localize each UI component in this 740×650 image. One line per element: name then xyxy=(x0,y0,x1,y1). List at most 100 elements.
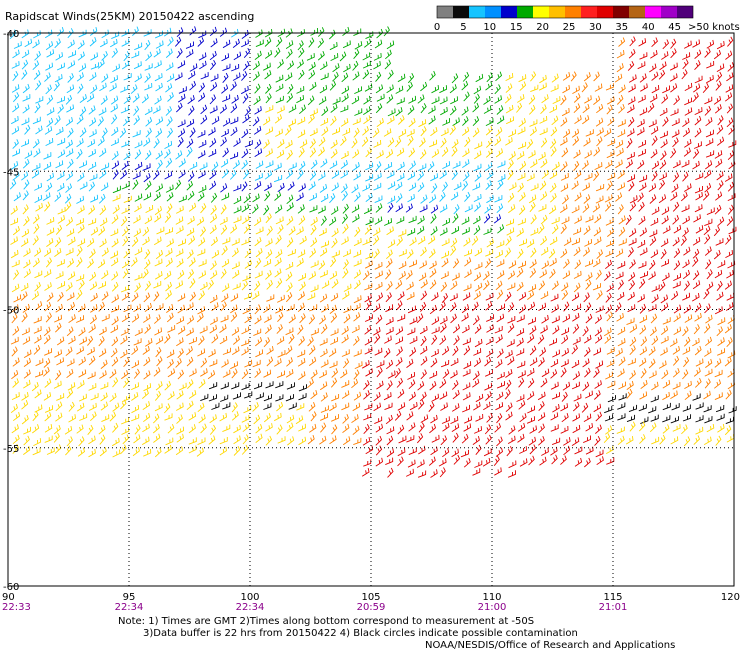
wind-barb xyxy=(395,85,404,94)
wind-barb xyxy=(628,404,638,413)
wind-barb xyxy=(44,348,53,356)
wind-barb xyxy=(429,370,438,379)
wind-barb xyxy=(386,249,393,260)
wind-barb xyxy=(396,97,405,105)
wind-barb xyxy=(54,322,62,333)
wind-barb xyxy=(517,370,526,379)
wind-barb xyxy=(284,125,292,136)
wind-barb xyxy=(21,49,30,59)
wind-barb xyxy=(221,245,228,256)
wind-barb xyxy=(439,467,446,478)
wind-barb xyxy=(395,181,403,191)
wind-barb xyxy=(33,345,41,355)
wind-barb xyxy=(529,345,537,356)
wind-barb xyxy=(540,235,548,246)
wind-barb xyxy=(32,447,41,456)
wind-barb xyxy=(154,258,163,267)
wind-barb xyxy=(297,129,306,138)
wind-barb xyxy=(263,314,272,323)
wind-barb xyxy=(442,118,451,126)
wind-barb xyxy=(606,311,613,322)
wind-barb xyxy=(145,204,154,214)
wind-barb xyxy=(570,71,577,82)
wind-barb xyxy=(276,324,283,334)
wind-barb xyxy=(254,139,262,150)
wind-barb xyxy=(471,235,479,246)
wind-barb xyxy=(629,195,638,204)
wind-barb xyxy=(309,248,317,258)
wind-barb xyxy=(309,81,317,91)
wind-barb xyxy=(628,84,636,93)
wind-barb xyxy=(572,85,580,94)
wind-barb xyxy=(452,258,460,269)
wind-barb xyxy=(617,338,626,347)
wind-barb xyxy=(713,225,721,237)
wind-barb xyxy=(54,74,63,83)
wind-barb xyxy=(694,49,702,59)
wind-barb xyxy=(684,390,692,401)
wind-barb xyxy=(164,380,172,391)
wind-barb xyxy=(374,347,383,356)
wind-barb xyxy=(417,182,425,193)
wind-barb xyxy=(703,289,710,300)
wind-barb xyxy=(585,313,593,324)
wind-barb xyxy=(464,257,472,267)
wind-barb xyxy=(638,38,647,47)
wind-barb xyxy=(725,249,733,259)
wind-barb xyxy=(55,370,62,381)
wind-barb xyxy=(374,270,383,279)
wind-barb xyxy=(13,192,21,202)
wind-barb xyxy=(461,433,469,444)
wind-barb xyxy=(265,213,272,224)
wind-barb xyxy=(497,174,506,183)
wind-barb xyxy=(198,52,207,61)
wind-barb xyxy=(252,71,260,81)
wind-barb xyxy=(87,139,95,148)
wind-barb xyxy=(451,146,458,157)
wind-barb xyxy=(451,380,459,390)
wind-barb xyxy=(33,70,41,80)
wind-barb xyxy=(529,201,536,213)
wind-barb xyxy=(682,346,691,355)
wind-barb xyxy=(221,258,230,268)
wind-barb xyxy=(362,237,371,246)
legend-swatch xyxy=(437,6,453,18)
wind-barb xyxy=(386,281,393,291)
legend-tick-label: 25 xyxy=(563,22,576,33)
wind-barb xyxy=(461,325,470,334)
wind-barb xyxy=(552,161,560,171)
wind-barb xyxy=(274,358,282,367)
wind-barb xyxy=(363,424,370,435)
wind-barb xyxy=(154,95,162,105)
wind-barb xyxy=(671,118,680,127)
wind-barb xyxy=(628,228,637,238)
wind-barb xyxy=(288,314,296,324)
wind-barb xyxy=(596,136,603,147)
wind-barb xyxy=(724,280,732,290)
wind-barb xyxy=(408,422,416,432)
wind-barb xyxy=(628,272,636,282)
wind-barb xyxy=(628,181,635,192)
wind-barb xyxy=(462,116,469,126)
wind-barb xyxy=(189,161,198,170)
wind-barb xyxy=(519,458,528,467)
wind-barb xyxy=(681,424,688,435)
wind-barb xyxy=(175,358,182,368)
wind-barb xyxy=(364,260,373,269)
wind-barb xyxy=(155,82,163,92)
wind-barb xyxy=(66,388,74,399)
wind-barb xyxy=(68,314,76,323)
wind-barb xyxy=(331,278,339,289)
wind-barb xyxy=(561,412,569,423)
wind-barb xyxy=(651,381,659,391)
wind-barb xyxy=(639,346,648,356)
wind-barb xyxy=(726,434,735,443)
wind-barb xyxy=(694,204,703,213)
wind-barb xyxy=(417,94,425,104)
wind-barb xyxy=(12,92,20,103)
wind-barb xyxy=(275,394,284,402)
wind-barb xyxy=(354,108,363,116)
wind-barb xyxy=(100,95,108,105)
wind-barb xyxy=(45,137,54,147)
wind-barb xyxy=(274,268,282,278)
